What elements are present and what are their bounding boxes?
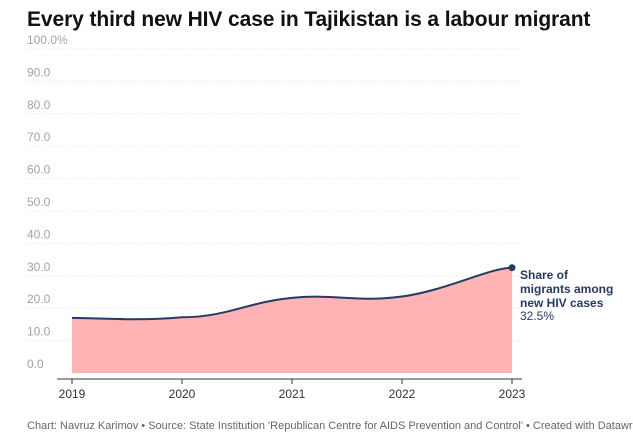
y-tick-label: 50.0	[27, 195, 51, 209]
y-tick-label: 70.0	[27, 130, 51, 144]
x-tick-label: 2019	[59, 387, 86, 401]
y-axis-ticks: 0.0 10.0 20.0 30.0 40.0 50.0 60.0 70.0 80.0 90.0 1…	[27, 33, 68, 371]
x-tick-label: 2023	[499, 387, 526, 401]
end-point-marker	[508, 264, 516, 272]
chart-footer: Chart: Navruz Karimov • Source: State In…	[27, 420, 633, 432]
x-axis-ticks: 2019 2020 2021 2022 2023	[59, 379, 526, 401]
x-tick-label: 2021	[279, 387, 306, 401]
annotation-value: 32.5%	[520, 309, 555, 323]
y-tick-label: 90.0	[27, 65, 51, 79]
series-area	[72, 267, 512, 373]
x-tick-label: 2020	[169, 387, 196, 401]
y-tick-label: 20.0	[27, 292, 51, 306]
y-tick-label: 40.0	[27, 227, 51, 241]
y-tick-label: 10.0	[27, 325, 51, 339]
y-tick-label: 100.0%	[27, 33, 68, 47]
x-tick-label: 2022	[389, 387, 416, 401]
y-tick-label: 0.0	[27, 357, 44, 371]
chart-title: Every third new HIV case in Tajikistan i…	[27, 8, 591, 31]
y-tick-label: 60.0	[27, 163, 51, 177]
annotation-label: Share of migrants among new HIV cases	[520, 268, 614, 310]
y-tick-label: 80.0	[27, 98, 51, 112]
series-line	[71, 266, 513, 321]
y-tick-label: 30.0	[27, 260, 51, 274]
